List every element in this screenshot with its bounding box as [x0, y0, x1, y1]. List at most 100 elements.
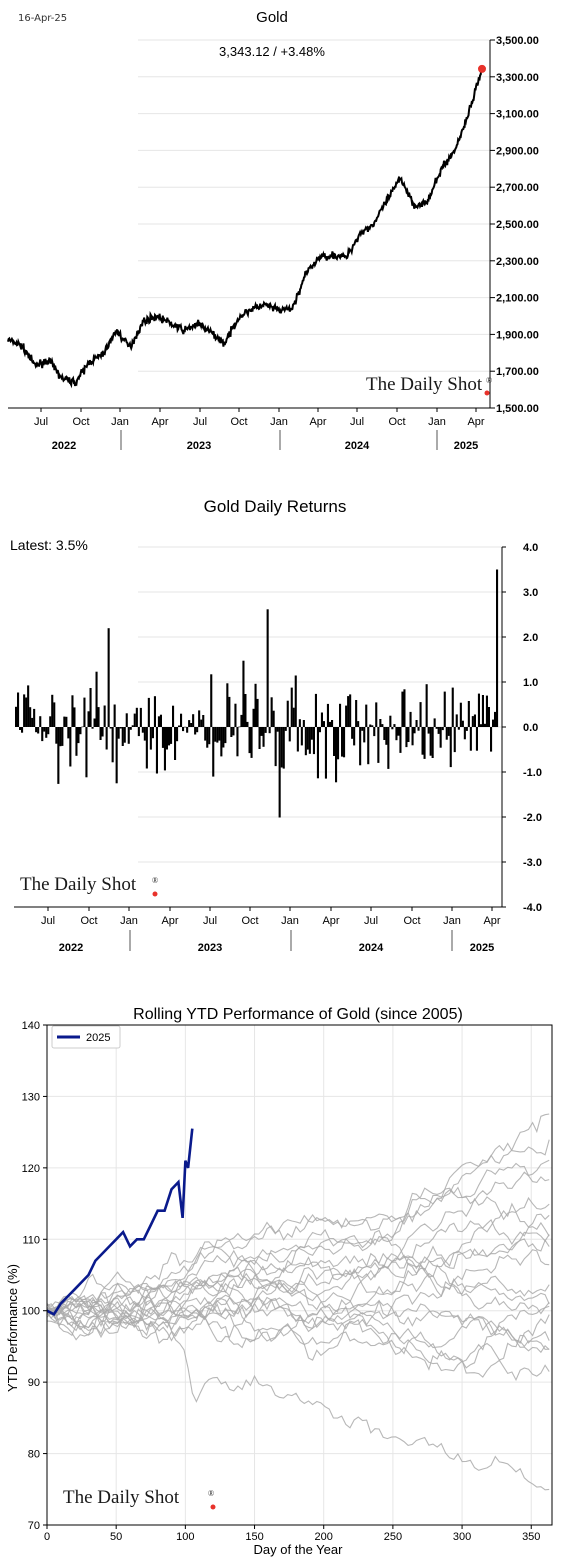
ytd-performance-chart: Rolling YTD Performance of Gold (since 2…	[0, 995, 564, 1564]
gold-x-year-label: 2023	[187, 440, 211, 452]
returns-bar	[469, 727, 472, 751]
returns-bar	[385, 727, 388, 745]
returns-bar	[326, 703, 329, 727]
returns-bar	[95, 671, 98, 727]
ytd-history-line	[46, 1307, 550, 1355]
returns-bar	[240, 714, 243, 727]
ytd-axes: 0 50 100 150 200 250 300 350 140 130 120 110 100 90 80…	[22, 1020, 553, 1543]
returns-bar	[111, 727, 114, 763]
returns-bar	[443, 691, 446, 727]
gold-y-tick-label: 3,300.00	[496, 72, 539, 84]
ytd-performance-chart-svg: Rolling YTD Performance of Gold (since 2…	[5, 1006, 553, 1557]
returns-bar	[411, 727, 414, 746]
returns-bar	[45, 727, 48, 738]
legend-box	[51, 1025, 121, 1049]
returns-bar	[288, 727, 291, 742]
returns-bar	[437, 727, 440, 734]
ytd-2025-line	[46, 1128, 194, 1317]
returns-bar	[53, 702, 56, 727]
ytd-x-tick-label: 50	[110, 1531, 122, 1543]
gold-price-chart-svg: 16-Apr-25 Gold 3,343.12 / +3.48% 3,500.0…	[7, 9, 539, 452]
returns-bar	[194, 727, 197, 735]
ytd-x-tick-label: 150	[245, 1531, 263, 1543]
returns-bar	[71, 695, 74, 727]
returns-bar	[395, 727, 398, 741]
ytd-history-line	[46, 1259, 550, 1313]
returns-bar	[369, 724, 372, 727]
returns-bar	[496, 569, 499, 727]
returns-bar	[282, 727, 285, 769]
returns-bar	[445, 727, 448, 740]
ytd-y-tick-label: 100	[22, 1306, 40, 1318]
ytd-history-line	[46, 1300, 550, 1491]
returns-y-tick-label: -4.0	[523, 902, 542, 914]
returns-bar	[190, 723, 193, 727]
returns-bar	[43, 727, 46, 732]
returns-bar	[483, 723, 486, 727]
returns-bar	[15, 706, 18, 727]
returns-bar	[141, 727, 144, 733]
returns-bar	[254, 683, 257, 727]
brand-text: The Daily Shot	[63, 1487, 180, 1508]
returns-bar	[21, 727, 24, 733]
ytd-y-tick-label: 110	[22, 1234, 40, 1246]
gold-x-year-label: 2022	[52, 440, 76, 452]
returns-bar	[306, 727, 309, 750]
returns-bar	[423, 727, 426, 759]
returns-bar	[97, 707, 100, 727]
returns-bar	[67, 727, 70, 739]
gold-price-chart: 16-Apr-25 Gold 3,343.12 / +3.48% 3,500.0…	[0, 0, 564, 468]
returns-bar	[375, 702, 378, 727]
returns-bar	[417, 727, 420, 731]
gold-x-month-label: Jul	[34, 416, 48, 428]
gold-chart-subtitle: 3,343.12 / +3.48%	[219, 44, 325, 59]
returns-bar	[119, 727, 122, 729]
returns-bar	[51, 694, 54, 727]
ytd-history-line	[46, 1264, 550, 1343]
returns-bar	[294, 675, 297, 727]
brand-dot	[152, 891, 158, 897]
ytd-history-line	[46, 1218, 550, 1316]
returns-bar	[389, 715, 392, 727]
returns-bar	[371, 725, 374, 727]
gold-x-month-label: Apr	[309, 416, 326, 428]
returns-bar	[19, 727, 22, 730]
returns-bar	[345, 705, 348, 727]
returns-bar	[298, 719, 301, 727]
returns-bar	[329, 721, 332, 727]
returns-bar	[381, 724, 384, 727]
returns-x-month-label: Jul	[364, 915, 378, 927]
returns-bar	[39, 716, 42, 727]
returns-bar	[178, 725, 181, 727]
returns-bar	[407, 727, 410, 742]
returns-bar	[155, 727, 158, 774]
returns-bar	[429, 727, 432, 756]
returns-bar	[23, 694, 26, 727]
returns-bar	[163, 727, 166, 771]
returns-bar	[238, 726, 241, 728]
returns-y-tick-label: -3.0	[523, 857, 542, 869]
returns-bar	[284, 727, 287, 731]
returns-bar	[367, 727, 370, 765]
returns-bar	[349, 694, 352, 727]
returns-bar	[200, 719, 203, 727]
ytd-x-tick-label: 350	[522, 1531, 540, 1543]
returns-bar	[335, 727, 338, 783]
returns-bar	[419, 702, 422, 727]
ytd-y-tick-label: 130	[22, 1091, 40, 1103]
returns-bar	[117, 727, 120, 739]
gold-x-month-label: Oct	[72, 416, 89, 428]
ytd-chart-title: Rolling YTD Performance of Gold (since 2…	[133, 1006, 463, 1023]
returns-bar	[214, 727, 217, 742]
returns-bar	[421, 727, 424, 755]
returns-bar	[107, 628, 110, 727]
returns-latest-label: Latest: 3.5%	[10, 537, 88, 553]
returns-bar	[25, 697, 28, 727]
returns-bar	[387, 727, 390, 769]
ytd-plot-frame	[46, 1024, 553, 1526]
returns-bar	[174, 727, 177, 760]
returns-bar	[314, 693, 317, 727]
legend-label-2025: 2025	[86, 1032, 110, 1044]
returns-bar	[91, 727, 94, 729]
returns-bar	[31, 717, 34, 727]
